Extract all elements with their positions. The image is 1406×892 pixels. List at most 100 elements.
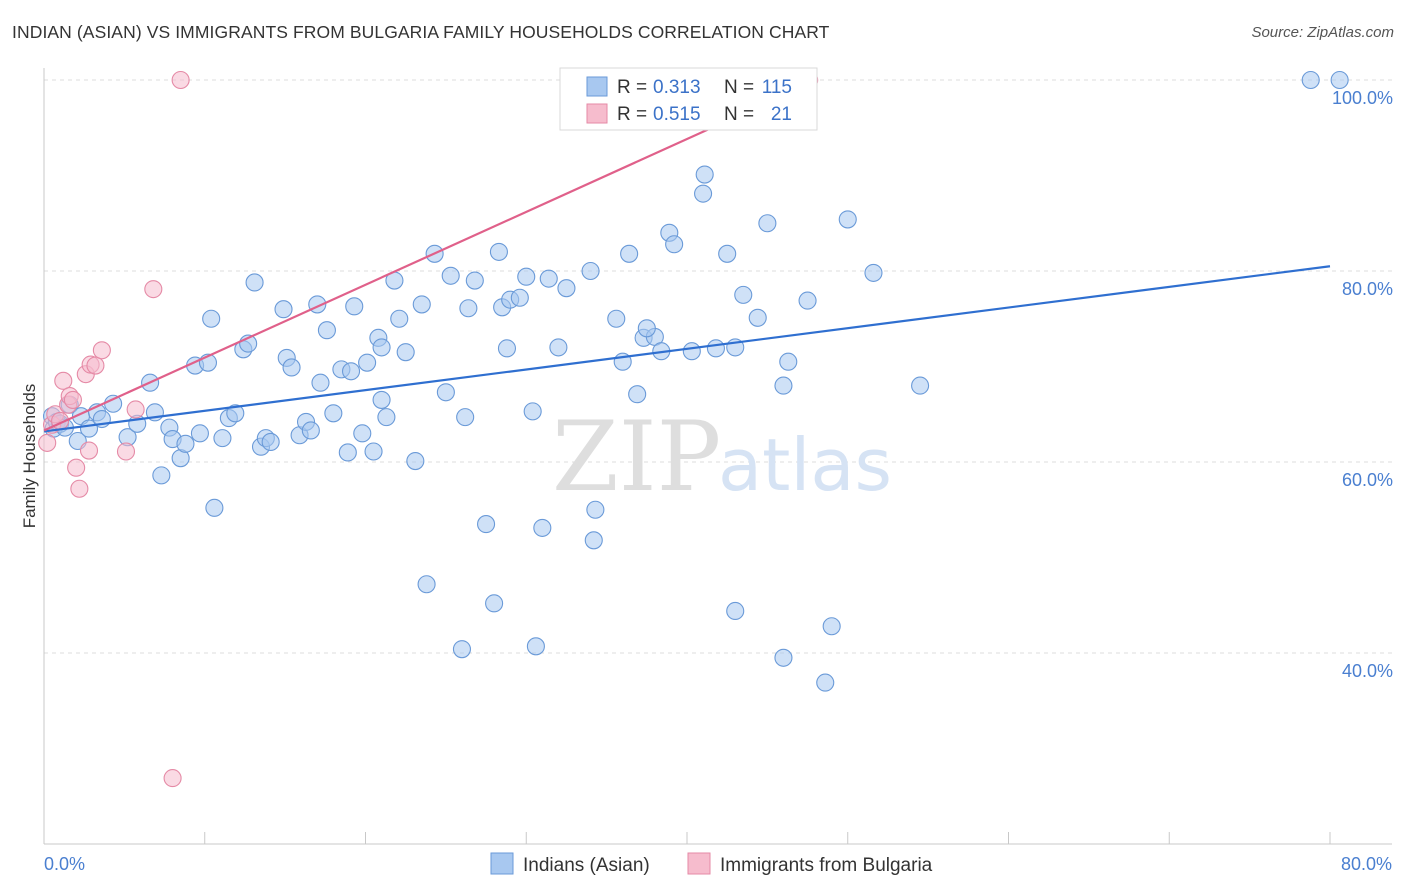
indian-point-49 <box>353 424 372 443</box>
legend-r-value-blue: 0.313 <box>653 77 701 98</box>
y-tick-label-80: 80.0% <box>1342 279 1393 299</box>
indian-point-91 <box>706 339 725 358</box>
indian-point-50 <box>358 353 377 372</box>
indian-point-114 <box>581 261 600 281</box>
indian-point-87 <box>665 235 684 254</box>
source-label: Source: ZipAtlas.com <box>1251 24 1394 41</box>
legend-swatch-blue <box>586 76 608 97</box>
indian-point-112 <box>816 673 835 692</box>
bulgaria-point-7 <box>63 390 82 409</box>
legend: R = 0.313 N = 115 R = 0.515 N = 21 <box>559 67 818 131</box>
legend-r-label-blue: R = <box>617 77 647 98</box>
indian-point-71 <box>517 267 536 286</box>
indian-point-42 <box>311 373 330 392</box>
indian-point-109 <box>526 637 545 656</box>
indian-point-16 <box>152 466 171 485</box>
trend-line-indians <box>43 265 1331 433</box>
indian-point-76 <box>557 279 576 298</box>
indian-point-107 <box>726 601 745 621</box>
y-axis-label: Family Households <box>20 384 39 529</box>
trend-line-bulgaria <box>43 78 818 432</box>
bulgaria-point-12 <box>86 356 105 375</box>
indian-point-43 <box>317 321 336 340</box>
indian-point-22 <box>190 424 209 443</box>
x-tick-label-80: 80.0% <box>1341 854 1392 874</box>
indian-point-115 <box>372 390 391 409</box>
indian-point-68 <box>497 339 517 358</box>
indian-point-82 <box>628 385 647 404</box>
watermark-atlas: atlas <box>718 423 892 507</box>
indian-point-37 <box>282 358 301 377</box>
bottom-legend-swatch-pink <box>687 852 711 875</box>
indian-point-63 <box>456 408 475 427</box>
y-tick-label-40: 40.0% <box>1342 661 1393 681</box>
indian-point-90 <box>694 184 713 203</box>
indian-point-54 <box>377 408 396 427</box>
indian-point-24 <box>202 309 221 328</box>
indian-point-11 <box>104 394 123 413</box>
indian-point-48 <box>345 297 364 316</box>
indian-point-116 <box>637 319 656 338</box>
bulgaria-point-8 <box>67 458 86 477</box>
bulgaria-point-4 <box>54 371 73 390</box>
indian-point-25 <box>205 498 224 517</box>
indian-point-104 <box>1330 70 1349 90</box>
indian-point-78 <box>586 500 605 519</box>
indian-point-106 <box>485 594 504 613</box>
indian-point-98 <box>779 352 798 371</box>
indian-point-99 <box>798 291 817 310</box>
indian-point-72 <box>523 402 542 421</box>
indian-point-110 <box>774 648 793 667</box>
indian-point-34 <box>261 432 280 451</box>
indian-point-92 <box>718 244 737 263</box>
indian-point-56 <box>390 309 409 328</box>
bulgaria-point-19 <box>163 769 182 788</box>
bottom-legend-label-bulgaria: Immigrants from Bulgaria <box>720 855 933 876</box>
indian-point-66 <box>489 242 508 261</box>
indian-point-74 <box>539 269 558 288</box>
indian-point-53 <box>372 338 391 357</box>
bulgaria-point-17 <box>144 280 163 299</box>
indian-point-20 <box>176 434 195 453</box>
indian-point-57 <box>396 343 415 362</box>
indian-point-95 <box>748 308 767 327</box>
indian-point-61 <box>436 383 455 402</box>
chart-title: INDIAN (ASIAN) VS IMMIGRANTS FROM BULGAR… <box>12 22 830 42</box>
indian-point-89 <box>695 165 714 184</box>
indian-point-101 <box>864 263 883 282</box>
indian-point-62 <box>441 266 460 285</box>
indian-point-96 <box>758 214 777 233</box>
bulgaria-point-14 <box>116 442 136 461</box>
indian-point-88 <box>682 342 701 361</box>
trend-lines <box>43 78 1331 433</box>
indian-point-103 <box>1301 70 1320 90</box>
series-indians-asian <box>42 70 1349 692</box>
indian-point-105 <box>417 575 436 594</box>
indian-point-111 <box>822 617 841 636</box>
indian-point-58 <box>406 451 425 471</box>
indian-point-77 <box>584 531 603 550</box>
legend-swatch-pink <box>586 103 608 124</box>
legend-n-label-pink: N = <box>724 104 754 125</box>
legend-n-value-pink: 21 <box>771 104 792 125</box>
indian-point-26 <box>213 429 232 448</box>
indian-point-70 <box>510 288 529 307</box>
y-tick-labels: 40.0% 60.0% 80.0% 100.0% <box>1332 88 1393 681</box>
bottom-legend-label-indians: Indians (Asian) <box>523 855 650 876</box>
indian-point-79 <box>607 309 626 328</box>
indian-point-59 <box>412 295 431 314</box>
legend-n-label-blue: N = <box>724 77 754 98</box>
indian-point-94 <box>734 285 753 304</box>
y-tick-label-60: 60.0% <box>1342 470 1393 490</box>
bulgaria-point-13 <box>92 341 111 360</box>
bulgaria-point-0 <box>38 433 57 452</box>
indian-point-28 <box>226 404 245 423</box>
indian-point-47 <box>341 362 361 381</box>
indian-point-44 <box>324 404 343 423</box>
x-tick-labels: 0.0% 80.0% <box>44 854 1392 874</box>
indian-point-100 <box>838 210 857 229</box>
indian-point-75 <box>549 338 568 357</box>
indian-point-73 <box>533 518 552 537</box>
indian-point-40 <box>301 421 320 440</box>
bulgaria-point-15 <box>126 400 145 419</box>
